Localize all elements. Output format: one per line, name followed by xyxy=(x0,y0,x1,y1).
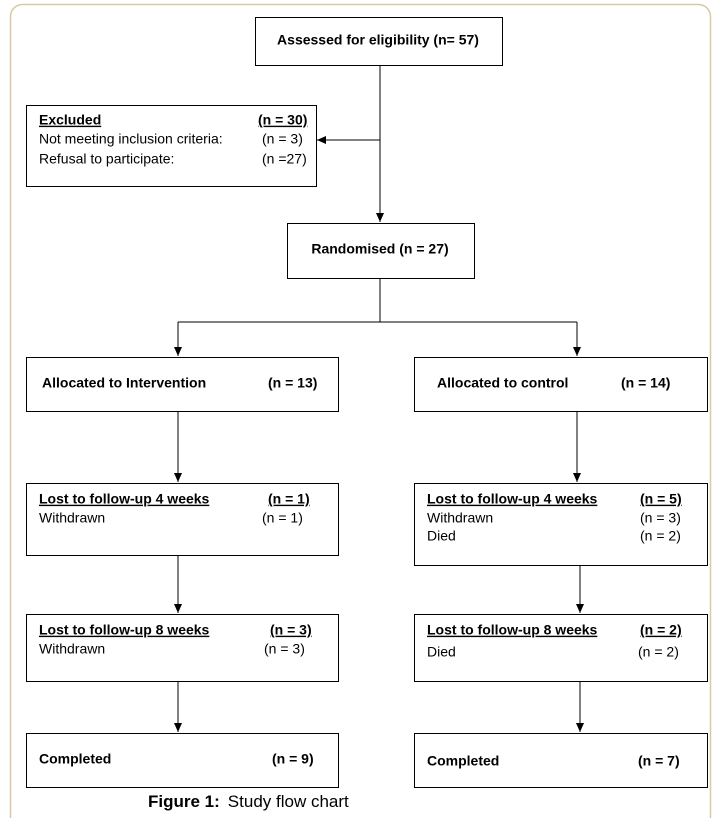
box-count: (n = 5) xyxy=(640,491,682,507)
row-count: (n = 3) xyxy=(640,510,681,526)
box-count: (n = 3) xyxy=(270,622,312,638)
box-label: Assessed for eligibility (n= 57) xyxy=(277,32,479,48)
box-label: Lost to follow-up 4 weeks xyxy=(427,491,598,507)
row-label: Withdrawn xyxy=(39,641,105,657)
box-count: (n = 9) xyxy=(272,751,314,767)
lost-box xyxy=(414,614,708,682)
caption: Figure 1: Study flow chart xyxy=(148,792,349,811)
row-label: Died xyxy=(427,644,456,660)
caption-label: Figure 1: xyxy=(148,792,220,811)
row-label: Refusal to participate: xyxy=(39,151,174,167)
box-count: (n = 7) xyxy=(638,753,680,769)
box-count: (n = 14) xyxy=(621,375,670,391)
lost-box xyxy=(26,614,339,682)
randomised-box xyxy=(287,223,475,279)
allocated-box xyxy=(26,357,339,412)
row-label: Not meeting inclusion criteria: xyxy=(39,131,223,147)
excluded-box xyxy=(26,105,317,187)
completed-box xyxy=(26,733,339,788)
box-count: (n = 1) xyxy=(268,491,310,507)
allocated-box xyxy=(414,357,708,412)
box-label: Lost to follow-up 4 weeks xyxy=(39,491,210,507)
box-label: Excluded xyxy=(39,112,101,128)
box-label: Randomised (n = 27) xyxy=(311,241,448,257)
frame xyxy=(9,3,712,818)
lost-box xyxy=(414,483,708,566)
row-count: (n = 3) xyxy=(262,131,303,147)
connectors xyxy=(174,65,584,732)
assessed-box xyxy=(255,17,503,66)
row-count: (n = 2) xyxy=(640,528,681,544)
row-label: Withdrawn xyxy=(427,510,493,526)
lost-box xyxy=(26,483,339,556)
box-label: Completed xyxy=(39,751,111,767)
row-label: Died xyxy=(427,528,456,544)
box-label: Lost to follow-up 8 weeks xyxy=(39,622,210,638)
row-count: (n = 2) xyxy=(638,644,679,660)
box-count: (n = 30) xyxy=(258,112,307,128)
completed-box xyxy=(414,733,708,788)
box-label: Completed xyxy=(427,753,499,769)
row-count: (n = 3) xyxy=(264,641,305,657)
caption-text: Study flow chart xyxy=(228,792,349,811)
box-count: (n = 13) xyxy=(268,375,317,391)
row-count: (n =27) xyxy=(262,151,307,167)
box-label: Lost to follow-up 8 weeks xyxy=(427,622,598,638)
box-label: Allocated to control xyxy=(437,375,568,391)
row-label: Withdrawn xyxy=(39,510,105,526)
box-label: Allocated to Intervention xyxy=(42,375,206,391)
row-count: (n = 1) xyxy=(262,510,303,526)
box-count: (n = 2) xyxy=(640,622,682,638)
